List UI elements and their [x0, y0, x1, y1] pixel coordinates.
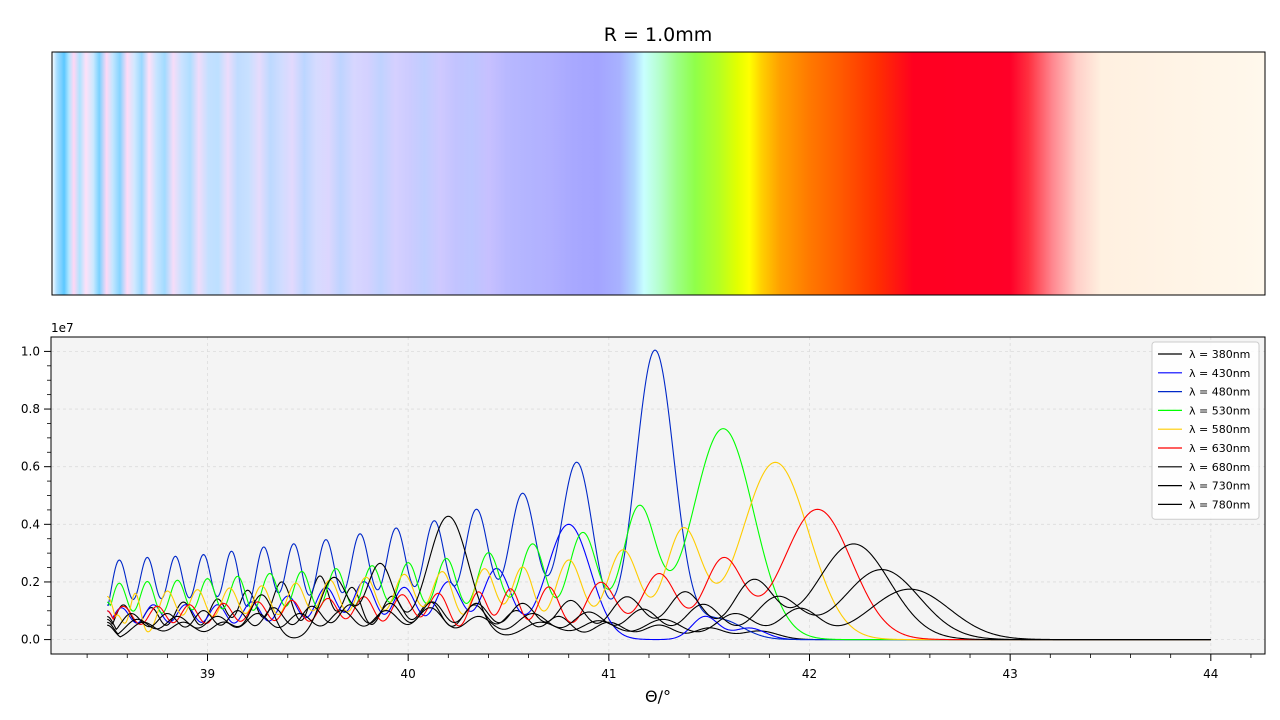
spectrum-frame	[51, 51, 1266, 296]
x-tick-label: 39	[200, 667, 215, 681]
y-tick-label: 1.0	[21, 344, 40, 358]
x-tick-label: 41	[601, 667, 616, 681]
legend-label: λ = 580nm	[1189, 423, 1250, 436]
x-tick-label: 42	[802, 667, 817, 681]
legend-label: λ = 730nm	[1189, 480, 1250, 493]
x-tick-label: 44	[1203, 667, 1218, 681]
legend-label: λ = 780nm	[1189, 498, 1250, 511]
y-tick-label: 0.6	[21, 460, 40, 474]
y-tick-label: 0.0	[21, 633, 40, 647]
series-lines	[106, 349, 1211, 641]
legend-label: λ = 380nm	[1189, 348, 1250, 361]
legend-label: λ = 480nm	[1189, 386, 1250, 399]
legend-label: λ = 430nm	[1189, 367, 1250, 380]
y-tick-label: 0.8	[21, 402, 40, 416]
x-tick-label: 43	[1003, 667, 1018, 681]
legend-label: λ = 530nm	[1189, 404, 1250, 417]
plot-background	[51, 337, 1265, 654]
spectrum-title: R = 1.0mm	[604, 24, 712, 46]
axis-ticks: 39 40 41 42 43 44 0.0 0.2 0.4 0.6 0.8 1.0	[21, 344, 1252, 681]
x-axis-label: Θ/°	[645, 687, 671, 706]
y-offset-label: 1e7	[51, 321, 74, 335]
x-tick-label: 40	[401, 667, 416, 681]
series-line	[107, 515, 1211, 641]
legend-label: λ = 630nm	[1189, 442, 1250, 455]
legend-box	[1151, 341, 1260, 520]
legend-label: λ = 680nm	[1189, 461, 1250, 474]
legend: λ = 380nm λ = 430nm λ = 480nm λ = 530nm λ = …	[1151, 341, 1260, 520]
y-tick-label: 0.4	[21, 517, 40, 531]
spectrum-band	[52, 52, 1265, 295]
y-tick-label: 0.2	[21, 575, 40, 589]
